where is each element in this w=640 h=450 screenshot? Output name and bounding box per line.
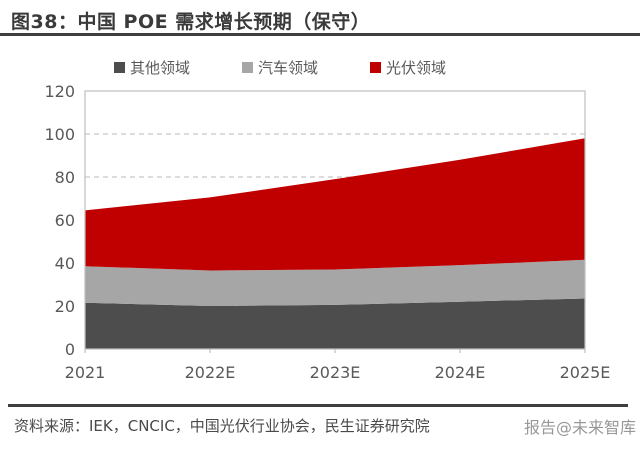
title-underline: [0, 33, 640, 36]
legend-label: 汽车领域: [257, 59, 318, 77]
y-tick-label: 100: [44, 125, 75, 144]
chart-legend: 其他领域 汽车领域 光伏领域: [0, 57, 640, 78]
y-tick-label: 40: [55, 254, 75, 273]
x-axis: 2021 2022E 2023E 2024E 2025E: [65, 349, 611, 382]
y-tick-label: 0: [65, 340, 75, 359]
y-tick-label: 20: [55, 297, 75, 316]
y-tick-label: 60: [55, 211, 75, 230]
legend-swatch-icon: [370, 62, 381, 73]
legend-item-0: 其他领域: [113, 57, 190, 78]
y-tick-label: 80: [55, 168, 75, 187]
y-tick-label: 120: [44, 82, 75, 101]
watermark-text: 报告@未来智库: [523, 418, 636, 437]
x-tick-label: 2021: [65, 363, 106, 382]
y-axis: 0 20 40 60 80 100 120: [44, 82, 75, 359]
area-series-0: [85, 298, 585, 349]
x-tick-label: 2024E: [435, 363, 486, 382]
legend-item-1: 汽车领域: [241, 57, 318, 78]
source-text: 资料来源：IEK，CNCIC，中国光伏行业协会，民生证券研究院: [14, 417, 430, 435]
x-tick-label: 2025E: [560, 363, 611, 382]
legend-label: 光伏领域: [386, 59, 447, 77]
legend-label: 其他领域: [129, 59, 190, 77]
x-tick-label: 2022E: [185, 363, 236, 382]
footer-rule: [8, 404, 628, 407]
area-series-1: [85, 259, 585, 306]
legend-swatch-icon: [113, 62, 125, 73]
legend-swatch-icon: [241, 62, 253, 73]
legend-item-2: 光伏领域: [370, 57, 446, 78]
chart-title: 图38：中国 POE 需求增长预期（保守）: [11, 11, 371, 33]
area-series-2: [85, 138, 585, 271]
x-tick-label: 2023E: [310, 363, 361, 382]
